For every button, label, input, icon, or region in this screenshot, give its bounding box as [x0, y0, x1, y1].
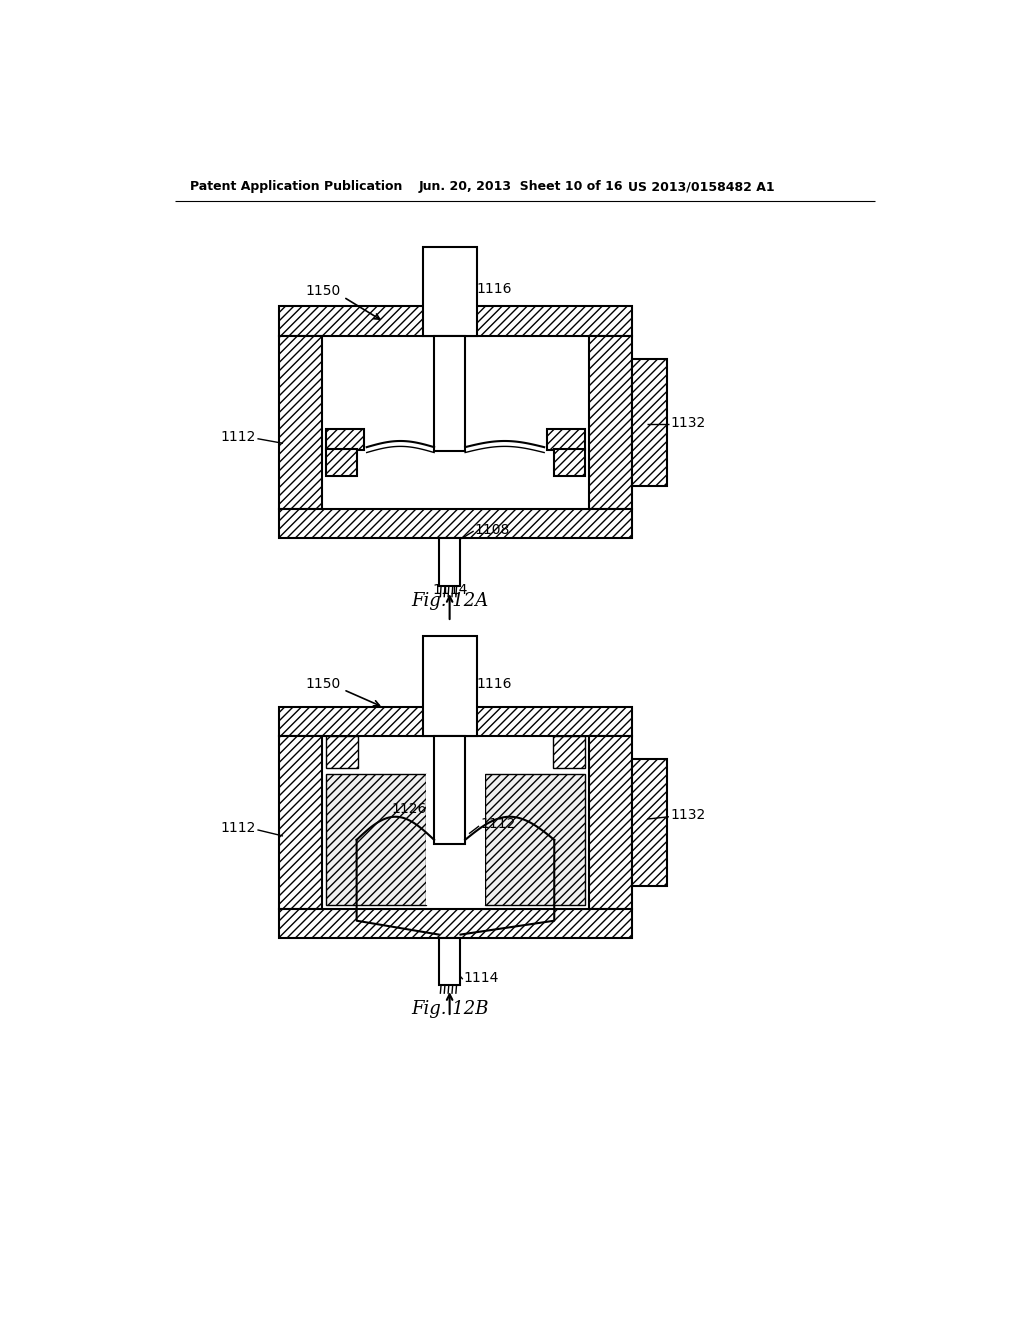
Text: 1116: 1116 [477, 677, 512, 690]
Text: 1126: 1126 [432, 425, 467, 438]
Bar [632, 359, 667, 486]
Text: 1108: 1108 [474, 523, 510, 536]
Bar [554, 449, 586, 475]
Bar [326, 429, 365, 450]
Bar [280, 737, 322, 909]
Text: Patent Application Publication: Patent Application Publication [190, 181, 402, 194]
Text: 1132: 1132 [671, 808, 706, 822]
Text: 1116: 1116 [477, 282, 512, 296]
Text: 1150: 1150 [306, 677, 341, 690]
Bar [547, 429, 586, 450]
Bar [589, 737, 632, 909]
Bar [280, 909, 632, 939]
Bar [326, 449, 356, 475]
Bar [547, 422, 586, 465]
Text: Jun. 20, 2013  Sheet 10 of 16: Jun. 20, 2013 Sheet 10 of 16 [419, 181, 624, 194]
Bar [423, 247, 477, 335]
Text: 1112: 1112 [220, 821, 256, 836]
Text: 1126: 1126 [391, 803, 426, 816]
Bar [280, 508, 632, 539]
Text: 1112: 1112 [480, 817, 516, 832]
Bar [326, 737, 358, 768]
Bar [438, 539, 461, 586]
Bar [426, 775, 484, 906]
Text: Fig. 12B: Fig. 12B [411, 1001, 488, 1018]
Text: Fig. 12A: Fig. 12A [411, 593, 488, 610]
Bar [484, 775, 586, 906]
Bar [322, 737, 589, 909]
Bar [326, 775, 426, 906]
Bar [589, 335, 632, 508]
Bar [438, 939, 461, 985]
Bar [632, 759, 667, 886]
Text: 1112: 1112 [220, 430, 256, 444]
Bar [434, 737, 465, 843]
Text: 1114: 1114 [432, 583, 467, 598]
Text: 1114: 1114 [464, 970, 499, 985]
Bar [280, 306, 632, 335]
Bar [322, 335, 589, 508]
Bar [434, 335, 465, 451]
Bar [280, 335, 322, 508]
Bar [280, 706, 632, 737]
Text: 1132: 1132 [671, 416, 706, 429]
Bar [423, 636, 477, 737]
Bar [553, 737, 586, 768]
Bar [326, 422, 365, 465]
Text: US 2013/0158482 A1: US 2013/0158482 A1 [628, 181, 774, 194]
Text: 1150: 1150 [306, 284, 341, 298]
